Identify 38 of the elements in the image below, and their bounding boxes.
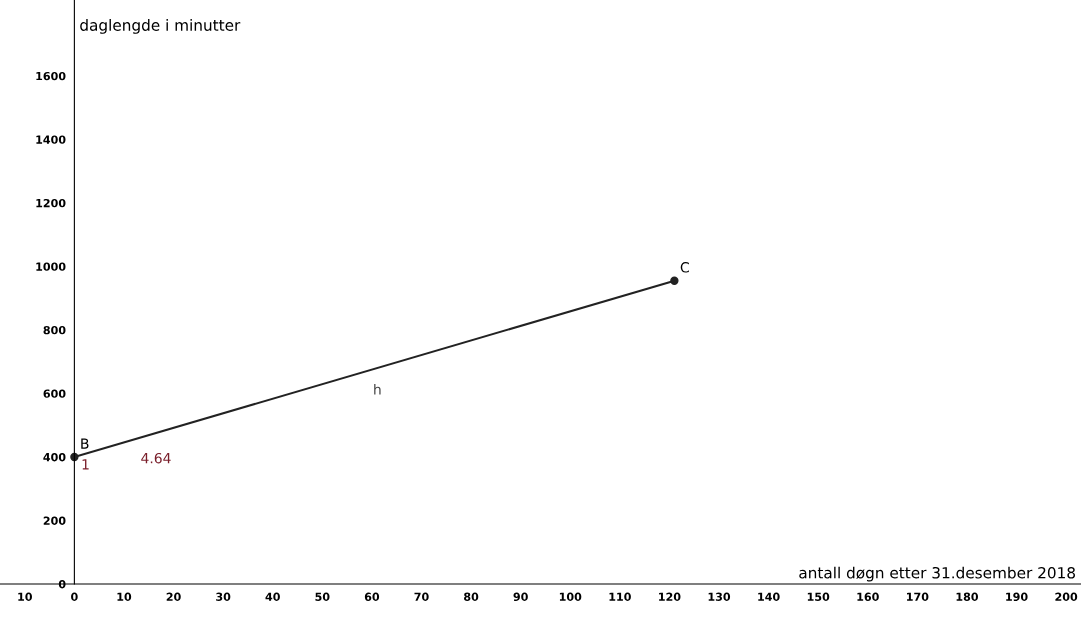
x-axis-title: antall døgn etter 31.desember 2018 xyxy=(799,566,1075,582)
y-tick-label: 1400 xyxy=(36,135,66,144)
x-tick-label: 120 xyxy=(659,592,681,601)
x-tick-label: 20 xyxy=(166,592,181,601)
annotation: 1 xyxy=(82,459,89,470)
y-tick-label: 0 xyxy=(58,580,66,589)
x-tick-label: 10 xyxy=(18,592,32,601)
annotation: 4.64 xyxy=(141,452,171,464)
x-tick-label: 130 xyxy=(708,592,731,601)
x-tick-label: 10 xyxy=(117,592,132,601)
x-tick-label: 150 xyxy=(807,592,830,601)
x-tick-label: 170 xyxy=(907,592,929,601)
y-tick-label: 200 xyxy=(43,516,66,525)
y-tick-label: 400 xyxy=(43,452,66,462)
annotation: C xyxy=(680,262,689,273)
x-tick-label: 30 xyxy=(216,592,231,601)
x-tick-label: 50 xyxy=(315,592,330,601)
y-tick-label: 1200 xyxy=(36,198,66,208)
x-tick-label: 110 xyxy=(609,592,631,601)
y-tick-label: 800 xyxy=(43,325,66,335)
x-tick-label: 200 xyxy=(1055,592,1078,601)
x-tick-label: 190 xyxy=(1006,592,1028,601)
x-tick-label: 0 xyxy=(71,592,78,601)
y-axis-title: daglengde i minutter xyxy=(80,19,241,34)
x-tick-label: 70 xyxy=(414,592,429,601)
x-tick-label: 90 xyxy=(513,592,528,601)
y-tick-label: 1000 xyxy=(36,262,66,271)
annotation: B xyxy=(81,438,89,449)
x-tick-label: 140 xyxy=(758,592,780,601)
x-tick-label: 180 xyxy=(956,592,979,601)
annotation: h xyxy=(374,383,381,395)
x-tick-label: 60 xyxy=(364,592,380,601)
y-tick-label: 600 xyxy=(43,389,66,398)
x-tick-label: 160 xyxy=(857,592,879,601)
x-tick-label: 40 xyxy=(265,592,280,601)
x-tick-label: 100 xyxy=(559,592,582,601)
y-tick-label: 1600 xyxy=(36,71,66,81)
x-tick-label: 80 xyxy=(464,592,479,601)
